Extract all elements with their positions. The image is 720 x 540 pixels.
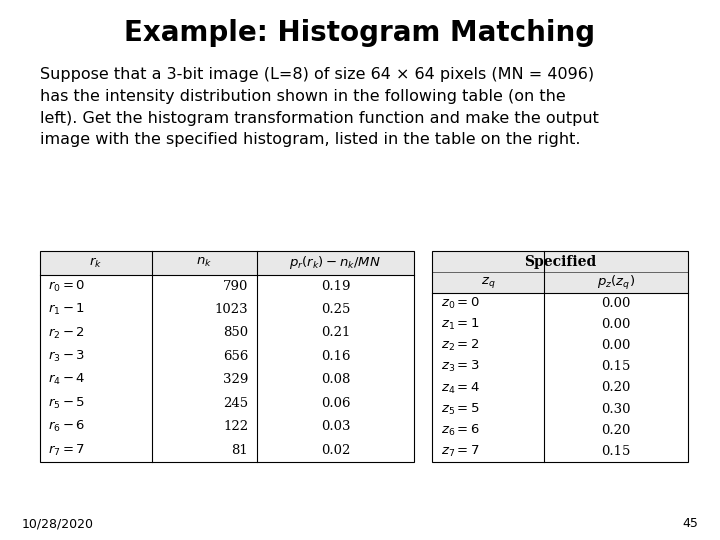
Text: $z_7 = 7$: $z_7 = 7$ xyxy=(441,444,480,458)
Text: $r_0 = 0$: $r_0 = 0$ xyxy=(48,279,86,294)
Text: 0.15: 0.15 xyxy=(601,444,631,458)
Text: 122: 122 xyxy=(223,420,248,433)
Text: 0.20: 0.20 xyxy=(601,423,631,437)
Text: 790: 790 xyxy=(222,280,248,293)
Text: $r_2 - 2$: $r_2 - 2$ xyxy=(48,326,86,341)
Text: 0.21: 0.21 xyxy=(320,327,350,340)
Text: $z_5 = 5$: $z_5 = 5$ xyxy=(441,402,480,416)
Text: $z_0 = 0$: $z_0 = 0$ xyxy=(441,296,480,311)
Text: Example: Histogram Matching: Example: Histogram Matching xyxy=(125,19,595,47)
Text: $r_4 - 4$: $r_4 - 4$ xyxy=(48,372,86,387)
Text: 81: 81 xyxy=(231,443,248,456)
Text: $r_5 - 5$: $r_5 - 5$ xyxy=(48,396,86,411)
Text: $z_4 = 4$: $z_4 = 4$ xyxy=(441,381,480,395)
Text: 329: 329 xyxy=(222,373,248,386)
Text: $z_6 = 6$: $z_6 = 6$ xyxy=(441,423,480,437)
Text: 0.08: 0.08 xyxy=(320,373,350,386)
Text: $r_6 - 6$: $r_6 - 6$ xyxy=(48,419,86,434)
Text: $r_1 - 1$: $r_1 - 1$ xyxy=(48,302,86,317)
Text: $z_1 = 1$: $z_1 = 1$ xyxy=(441,318,480,332)
Text: $p_z(z_q)$: $p_z(z_q)$ xyxy=(597,274,635,292)
Text: $r_k$: $r_k$ xyxy=(89,256,102,270)
Text: $p_r(r_k) - n_k/MN$: $p_r(r_k) - n_k/MN$ xyxy=(289,254,382,271)
Text: 0.15: 0.15 xyxy=(601,360,631,374)
Text: 45: 45 xyxy=(683,517,698,530)
Text: $n_k$: $n_k$ xyxy=(197,256,212,269)
Text: 0.03: 0.03 xyxy=(320,420,350,433)
Text: 656: 656 xyxy=(222,350,248,363)
Text: 0.19: 0.19 xyxy=(320,280,350,293)
Text: 0.02: 0.02 xyxy=(320,443,350,456)
Text: 0.00: 0.00 xyxy=(601,297,631,310)
Text: $z_2 = 2$: $z_2 = 2$ xyxy=(441,339,480,353)
Text: $r_3 - 3$: $r_3 - 3$ xyxy=(48,349,86,364)
Text: 0.16: 0.16 xyxy=(320,350,350,363)
Text: 0.06: 0.06 xyxy=(320,397,350,410)
Text: 850: 850 xyxy=(223,327,248,340)
Text: Suppose that a 3-bit image (L=8) of size 64 × 64 pixels (MN = 4096)
has the inte: Suppose that a 3-bit image (L=8) of size… xyxy=(40,68,598,147)
Text: 0.20: 0.20 xyxy=(601,381,631,395)
Text: Specified: Specified xyxy=(523,255,596,268)
Text: 0.30: 0.30 xyxy=(601,402,631,416)
Text: $r_7 = 7$: $r_7 = 7$ xyxy=(48,442,86,457)
Text: 0.00: 0.00 xyxy=(601,339,631,353)
Text: 10/28/2020: 10/28/2020 xyxy=(22,517,94,530)
Bar xyxy=(432,251,688,293)
Text: 1023: 1023 xyxy=(215,303,248,316)
Text: $z_3 = 3$: $z_3 = 3$ xyxy=(441,360,480,374)
Text: $z_q$: $z_q$ xyxy=(481,275,495,290)
Text: 0.00: 0.00 xyxy=(601,318,631,332)
Text: 245: 245 xyxy=(223,397,248,410)
Text: 0.25: 0.25 xyxy=(320,303,350,316)
Bar xyxy=(40,251,414,274)
